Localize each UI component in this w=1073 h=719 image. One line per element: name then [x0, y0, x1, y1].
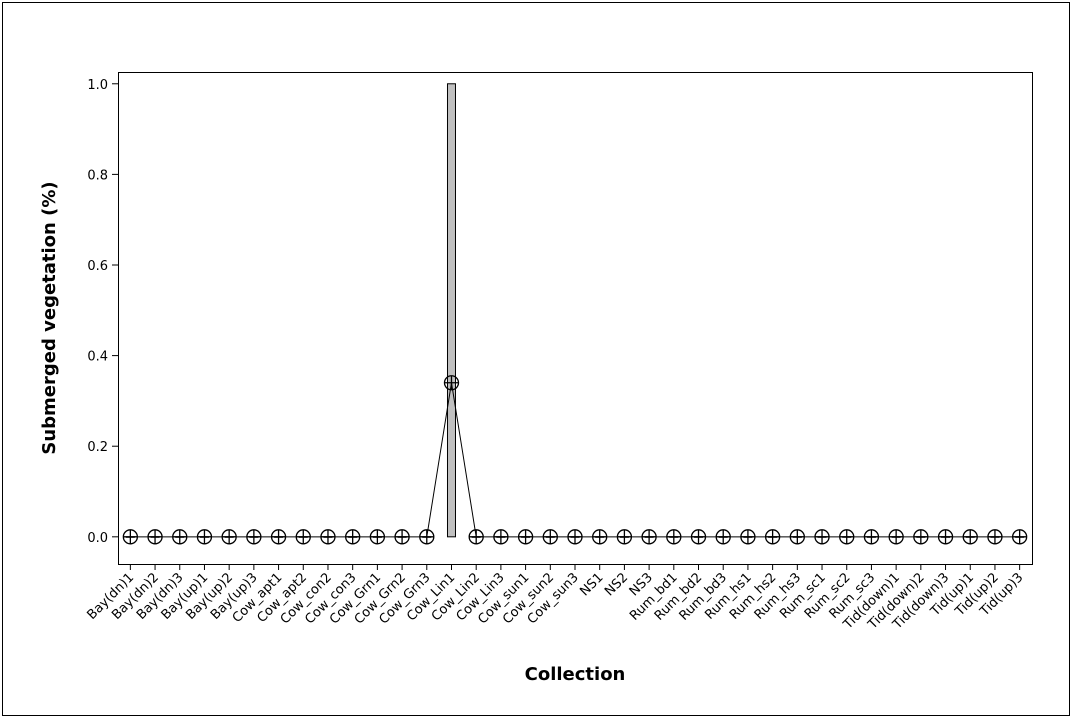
y-tick-label: 0.6 [87, 259, 108, 274]
box [446, 83, 456, 538]
y-tick-label: 1.0 [87, 78, 108, 93]
y-tick-label: 0.8 [87, 168, 108, 183]
y-tick-label: 0.2 [87, 440, 108, 455]
y-axis-label: Submerged vegetation (%) [39, 181, 60, 454]
x-axis-label: Collection [525, 664, 626, 685]
mean-connect-line [130, 382, 1020, 538]
y-tick-label: 0.4 [87, 350, 108, 365]
y-tick-label: 0.0 [87, 531, 108, 546]
